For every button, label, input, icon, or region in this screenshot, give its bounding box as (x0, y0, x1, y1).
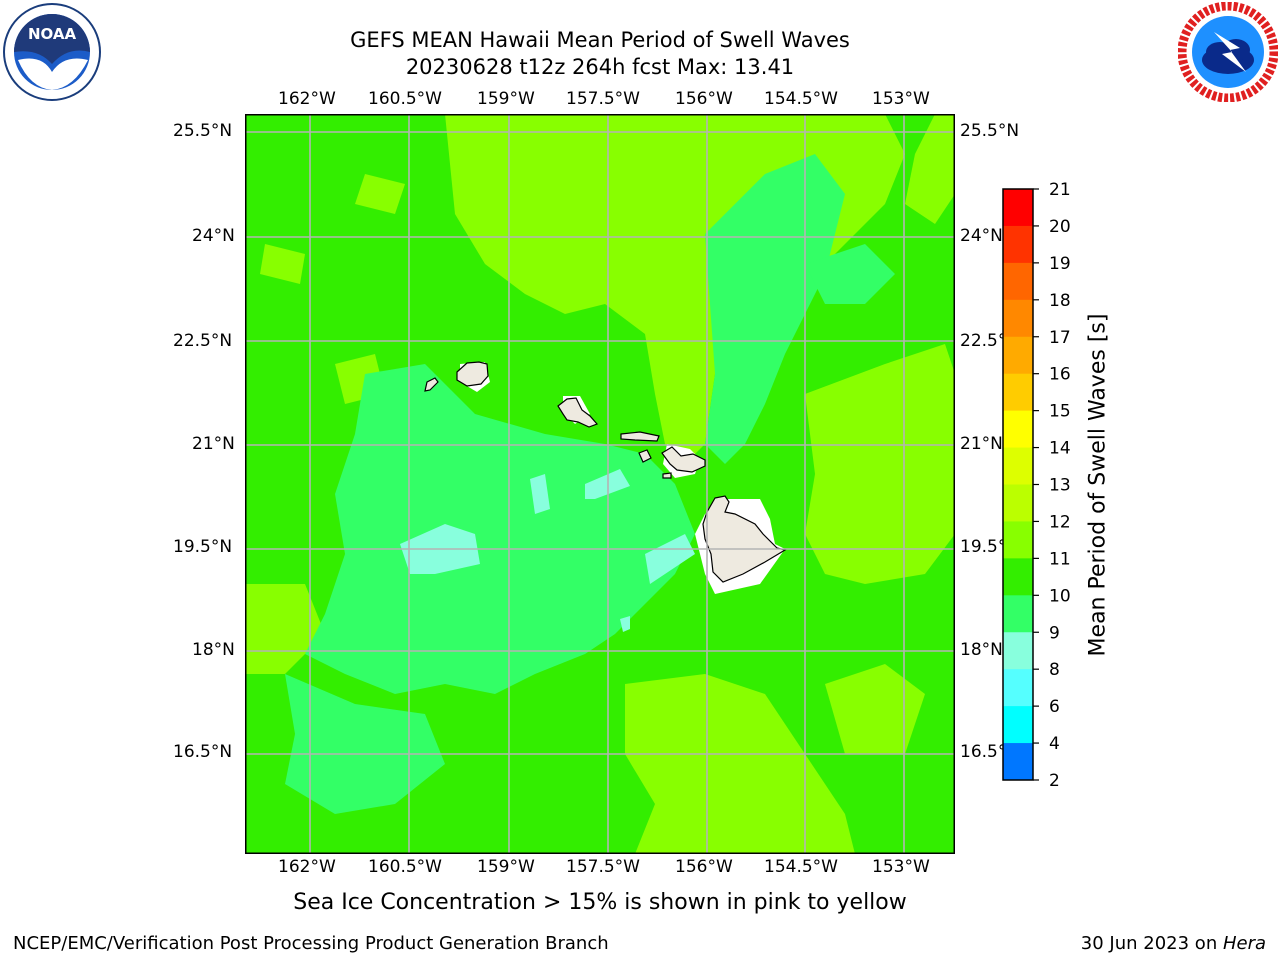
colorbar-swatch (1003, 484, 1033, 522)
swell-period-map (245, 114, 955, 854)
map-frame (245, 114, 955, 854)
colorbar-tick-label: 18 (1049, 291, 1071, 311)
nws-logo (1178, 2, 1278, 102)
colorbar-swatch (1003, 299, 1033, 338)
island-niihau (424, 377, 439, 392)
colorbar-tick-label: 10 (1049, 586, 1071, 606)
lon-label-top: 162°W (278, 89, 336, 109)
colorbar-swatch (1003, 706, 1033, 744)
colorbar-tick-label: 8 (1049, 660, 1060, 680)
colorbar-swatch (1003, 521, 1033, 559)
sea-ice-note: Sea Ice Concentration > 15% is shown in … (293, 890, 907, 915)
colorbar-swatch (1003, 189, 1033, 227)
colorbar-swatch (1003, 632, 1033, 670)
lat-label-left: 19.5°N (173, 537, 233, 557)
island-oahu (557, 397, 599, 428)
hawaiian-islands (424, 361, 787, 583)
colorbar-tick-label: 20 (1049, 217, 1071, 237)
colorbar: 21 20 19 18 17 16 15 14 13 12 11 10 9 8 6 4 2 (1002, 180, 1071, 790)
noaa-logo: NOAA (3, 3, 101, 101)
colorbar-swatch (1003, 373, 1033, 412)
colorbar-tick-label: 17 (1049, 328, 1071, 348)
colorbar-swatch (1003, 336, 1033, 375)
lat-label-right: 25.5°N (960, 121, 1020, 141)
footer-date: 30 Jun 2023 on Hera (1081, 933, 1266, 954)
colorbar-tick-label: 2 (1049, 771, 1060, 790)
footer-branch: NCEP/EMC/Verification Post Processing Pr… (13, 933, 609, 954)
lat-label-left: 22.5°N (173, 331, 233, 351)
lon-label-bottom: 160.5°W (368, 857, 442, 877)
lat-label-left: 16.5°N (173, 742, 233, 762)
island-maui (661, 446, 706, 473)
title-line-1: GEFS MEAN Hawaii Mean Period of Swell Wa… (350, 28, 850, 52)
lat-label-left: 24°N (192, 226, 235, 246)
island-kauai (456, 361, 489, 387)
colorbar-swatch (1003, 410, 1033, 449)
lat-label-right: 21°N (960, 434, 1003, 454)
lat-label-left: 21°N (192, 434, 235, 454)
noaa-logo-text: NOAA (28, 25, 77, 43)
island-molokai (620, 431, 660, 442)
colorbar-tick-label: 12 (1049, 512, 1071, 532)
footer-date-text: 30 Jun 2023 on (1080, 933, 1223, 954)
colorbar-swatch (1003, 595, 1033, 633)
lon-label-bottom: 154.5°W (764, 857, 838, 877)
island-hawaii (702, 495, 787, 583)
lon-label-bottom: 157.5°W (566, 857, 640, 877)
colorbar-swatch (1003, 669, 1033, 707)
colorbar-label-text: Mean Period of Swell Waves [s] (1085, 313, 1111, 657)
lat-label-left: 25.5°N (173, 121, 233, 141)
colorbar-tick-label: 16 (1049, 365, 1071, 385)
colorbar-tick-label: 15 (1049, 402, 1071, 422)
lon-label-top: 157.5°W (566, 89, 640, 109)
colorbar-tick-label: 9 (1049, 623, 1060, 643)
colorbar-tick-label: 19 (1049, 254, 1071, 274)
colorbar-tick-label: 11 (1049, 549, 1071, 569)
colorbar-swatch (1003, 743, 1033, 781)
lon-label-bottom: 159°W (477, 857, 535, 877)
lon-label-top: 159°W (477, 89, 535, 109)
colorbar-swatch (1003, 447, 1033, 485)
colorbar-tick-label: 6 (1049, 697, 1060, 717)
colorbar-swatch (1003, 558, 1033, 596)
lon-label-top: 153°W (872, 89, 930, 109)
lat-lon-grid (245, 114, 955, 854)
lon-label-bottom: 156°W (675, 857, 733, 877)
colorbar-swatch (1003, 262, 1033, 301)
lat-label-right: 18°N (960, 640, 1003, 660)
lon-label-bottom: 153°W (872, 857, 930, 877)
title-line-2: 20230628 t12z 264h fcst Max: 13.41 (405, 55, 795, 79)
lon-label-bottom: 162°W (278, 857, 336, 877)
colorbar-tick-label: 21 (1049, 180, 1071, 200)
period-10-11-regions (285, 154, 895, 814)
island-kahoolawe (662, 472, 672, 479)
colorbar-tick-label: 4 (1049, 734, 1060, 754)
lon-label-top: 156°W (675, 89, 733, 109)
colorbar-tick-label: 14 (1049, 439, 1071, 459)
colorbar-swatch (1003, 225, 1033, 264)
lat-label-left: 18°N (192, 640, 235, 660)
island-lanai (638, 449, 652, 463)
footer-machine: Hera (1222, 933, 1266, 954)
lon-label-top: 160.5°W (368, 89, 442, 109)
colorbar-tick-label: 13 (1049, 476, 1071, 496)
lon-label-top: 154.5°W (764, 89, 838, 109)
lat-label-right: 24°N (960, 226, 1003, 246)
